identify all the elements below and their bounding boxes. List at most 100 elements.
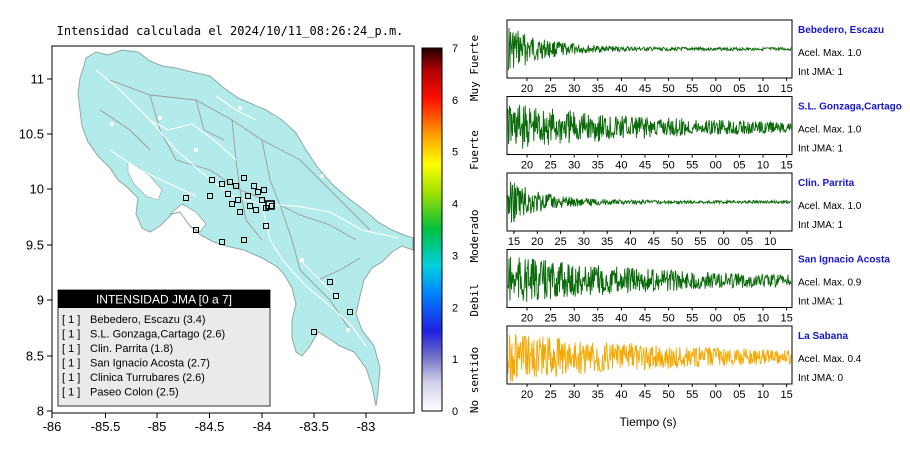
waveform-x-tick: 15 bbox=[780, 160, 792, 172]
legend-title: INTENSIDAD JMA [0 a 7] bbox=[96, 293, 232, 307]
station-accel: Acel. Max. 0.4 bbox=[798, 354, 862, 365]
waveform-panels: 20 25 30 35 40 45 50 55 00 05 10 15 Bebedero, Escazu… bbox=[506, 19, 902, 401]
waveform-x-tick: 00 bbox=[710, 83, 722, 95]
waveform-x-tick: 05 bbox=[733, 83, 745, 95]
map-x-tick: -85 bbox=[148, 419, 167, 434]
legend-item-label: Bebedero, Escazu (3.4) bbox=[90, 314, 206, 326]
legend-item-label: Paseo Colon (2.5) bbox=[90, 387, 179, 399]
colorbar-tick: 4 bbox=[452, 199, 458, 211]
waveform-trace bbox=[507, 256, 792, 302]
waveform-x-tick: 55 bbox=[686, 313, 698, 325]
waveform-trace bbox=[507, 333, 792, 383]
waveform-x-tick: 40 bbox=[615, 83, 627, 95]
waveform-x-tick: 15 bbox=[780, 83, 792, 95]
map-y-tick: 9 bbox=[37, 293, 44, 308]
waveform-x-tick: 45 bbox=[639, 83, 651, 95]
x-axis-label: Tiempo (s) bbox=[620, 415, 677, 429]
waveform-x-tick: 50 bbox=[662, 160, 674, 172]
waveform-x-tick: 50 bbox=[662, 389, 674, 401]
waveform-x-tick: 25 bbox=[544, 160, 556, 172]
waveform-x-tick: 00 bbox=[710, 160, 722, 172]
waveform-x-tick: 05 bbox=[733, 313, 745, 325]
waveform-trace bbox=[507, 104, 792, 149]
waveform-x-tick: 20 bbox=[521, 160, 533, 172]
waveform-x-tick: 50 bbox=[662, 313, 674, 325]
waveform-x-tick: 35 bbox=[592, 313, 604, 325]
waveform-x-tick: 25 bbox=[544, 313, 556, 325]
colorbar-tick: 3 bbox=[452, 250, 458, 262]
waveform-x-tick: 00 bbox=[710, 389, 722, 401]
waveform-trace bbox=[507, 28, 792, 70]
waveform-x-tick: 05 bbox=[741, 236, 753, 248]
station-name: La Sabana bbox=[798, 331, 848, 342]
map-y-tick: 10 bbox=[30, 182, 44, 197]
waveform-x-tick: 25 bbox=[554, 236, 566, 248]
waveform-x-tick: 45 bbox=[648, 236, 660, 248]
waveform-panel: 20 25 30 35 40 45 50 55 00 05 10 15 Bebedero, Escazu… bbox=[506, 19, 884, 95]
waveform-x-tick: 00 bbox=[718, 236, 730, 248]
colorbar-tick: 2 bbox=[452, 302, 458, 314]
waveform-x-tick: 35 bbox=[601, 236, 613, 248]
colorbar-tick: 6 bbox=[452, 95, 458, 107]
station-name: S.L. Gonzaga,Cartago bbox=[798, 102, 902, 113]
waveform-x-tick: 55 bbox=[686, 160, 698, 172]
legend-marker: [ 1 ] bbox=[62, 329, 80, 341]
waveform-x-tick: 30 bbox=[568, 83, 580, 95]
waveform-x-tick: 15 bbox=[508, 236, 520, 248]
colorbar-tick: 0 bbox=[452, 406, 458, 418]
waveform-x-tick: 10 bbox=[757, 313, 769, 325]
map-x-tick: -83 bbox=[357, 419, 376, 434]
colorbar-tick: 7 bbox=[452, 43, 458, 55]
waveform-x-tick: 30 bbox=[578, 236, 590, 248]
waveform-x-tick: 20 bbox=[531, 236, 543, 248]
waveform-x-tick: 05 bbox=[733, 389, 745, 401]
waveform-x-tick: 55 bbox=[694, 236, 706, 248]
waveform-x-tick: 55 bbox=[686, 389, 698, 401]
waveform-x-tick: 00 bbox=[710, 313, 722, 325]
waveform-x-tick: 45 bbox=[639, 160, 651, 172]
station-name: Bebedero, Escazu bbox=[798, 25, 884, 36]
station-accel: Acel. Max. 1.0 bbox=[798, 201, 862, 212]
waveform-x-tick: 10 bbox=[764, 236, 776, 248]
waveform-x-tick: 30 bbox=[568, 160, 580, 172]
waveform-x-tick: 10 bbox=[757, 389, 769, 401]
waveform-x-tick: 30 bbox=[568, 313, 580, 325]
waveform-x-tick: 20 bbox=[521, 313, 533, 325]
station-jma: Int JMA: 1 bbox=[798, 144, 843, 155]
waveform-x-tick: 20 bbox=[521, 389, 533, 401]
legend-item-label: San Ignacio Acosta (2.7) bbox=[90, 358, 210, 370]
legend-item-label: Clinica Turrubares (2.6) bbox=[90, 372, 205, 384]
waveform-x-tick: 50 bbox=[662, 83, 674, 95]
waveform-x-tick: 05 bbox=[733, 160, 745, 172]
station-accel: Acel. Max. 0.9 bbox=[798, 278, 862, 289]
station-jma: Int JMA: 1 bbox=[798, 220, 843, 231]
station-jma: Int JMA: 1 bbox=[798, 297, 843, 308]
map-x-tick: -83.5 bbox=[299, 419, 329, 434]
waveform-x-tick: 15 bbox=[780, 389, 792, 401]
costa-rica-land bbox=[77, 49, 414, 407]
waveform-x-tick: 35 bbox=[592, 389, 604, 401]
map-axes: -86 -85.5 -85 -84.5 -84 -83.5 -83 11 10.5 10 9.5 9 8… bbox=[19, 72, 376, 435]
waveform-x-tick: 45 bbox=[639, 313, 651, 325]
colorbar-label: Moderado bbox=[468, 210, 481, 263]
map-y-tick: 11 bbox=[31, 72, 45, 87]
station-jma: Int JMA: 1 bbox=[798, 67, 843, 78]
waveform-x-tick: 35 bbox=[592, 160, 604, 172]
waveform-x-tick: 40 bbox=[624, 236, 636, 248]
legend-marker: [ 1 ] bbox=[62, 372, 80, 384]
map-x-tick: -84.5 bbox=[195, 419, 225, 434]
legend-item-label: S.L. Gonzaga,Cartago (2.6) bbox=[90, 329, 225, 341]
colorbar-label: Debil bbox=[468, 283, 481, 316]
map-title: Intensidad calculada el 2024/10/11_08:26… bbox=[57, 24, 404, 38]
waveform-x-tick: 35 bbox=[592, 83, 604, 95]
colorbar-label: Muy Fuerte bbox=[468, 35, 481, 101]
waveform-x-tick: 40 bbox=[615, 313, 627, 325]
waveform-x-tick: 10 bbox=[757, 83, 769, 95]
waveform-x-tick: 55 bbox=[686, 83, 698, 95]
colorbar-label: No sentido bbox=[468, 347, 481, 413]
map-y-tick: 9.5 bbox=[26, 238, 44, 253]
map-legend: INTENSIDAD JMA [0 a 7] [ 1 ] Bebedero, Es… bbox=[57, 289, 271, 407]
colorbar-tick: 5 bbox=[452, 147, 458, 159]
station-jma: Int JMA: 0 bbox=[798, 373, 843, 384]
